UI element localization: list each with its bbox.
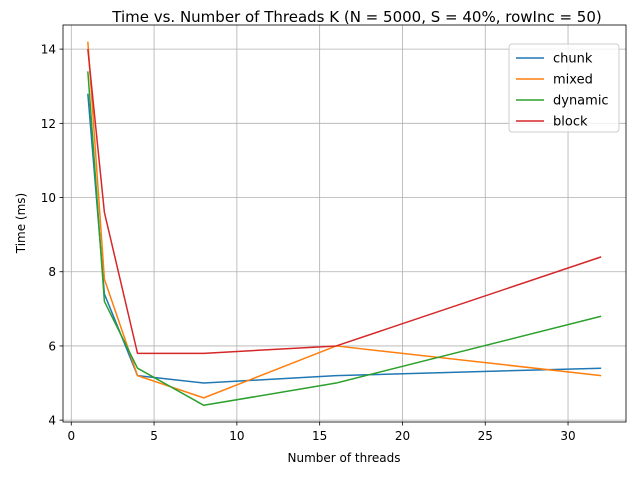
x-tick-label: 25: [478, 429, 493, 443]
y-tick-label: 6: [48, 339, 56, 353]
legend-label-dynamic: dynamic: [553, 94, 609, 109]
axis-ticks: 0 5 10 15 20 25 30 4 6 8 10 12 14: [41, 43, 576, 443]
legend-label-mixed: mixed: [553, 73, 593, 88]
x-tick-label: 10: [229, 429, 244, 443]
y-tick-label: 4: [48, 414, 56, 428]
x-tick-label: 0: [67, 429, 75, 443]
grid-lines: [63, 25, 626, 422]
legend-label-chunk: chunk: [553, 52, 593, 67]
series-line-dynamic: [87, 71, 602, 407]
x-tick-label: 15: [312, 429, 327, 443]
y-axis-label: Time (ms): [14, 193, 28, 255]
legend-box: [508, 43, 620, 133]
series-lines: [87, 41, 602, 407]
legend-label-block: block: [553, 115, 588, 130]
chart-title: Time vs. Number of Threads K (N = 5000, …: [111, 8, 602, 26]
x-tick-label: 5: [150, 429, 158, 443]
x-tick-label: 30: [560, 429, 575, 443]
y-tick-label: 8: [48, 265, 56, 279]
legend: chunk mixed dynamic block: [508, 43, 620, 133]
y-tick-label: 12: [41, 117, 56, 131]
series-line-block: [87, 49, 602, 355]
y-tick-label: 14: [41, 43, 56, 57]
x-axis-label: Number of threads: [288, 451, 401, 465]
x-tick-label: 20: [395, 429, 410, 443]
plot-frame: [62, 24, 627, 423]
y-tick-label: 10: [41, 191, 56, 205]
